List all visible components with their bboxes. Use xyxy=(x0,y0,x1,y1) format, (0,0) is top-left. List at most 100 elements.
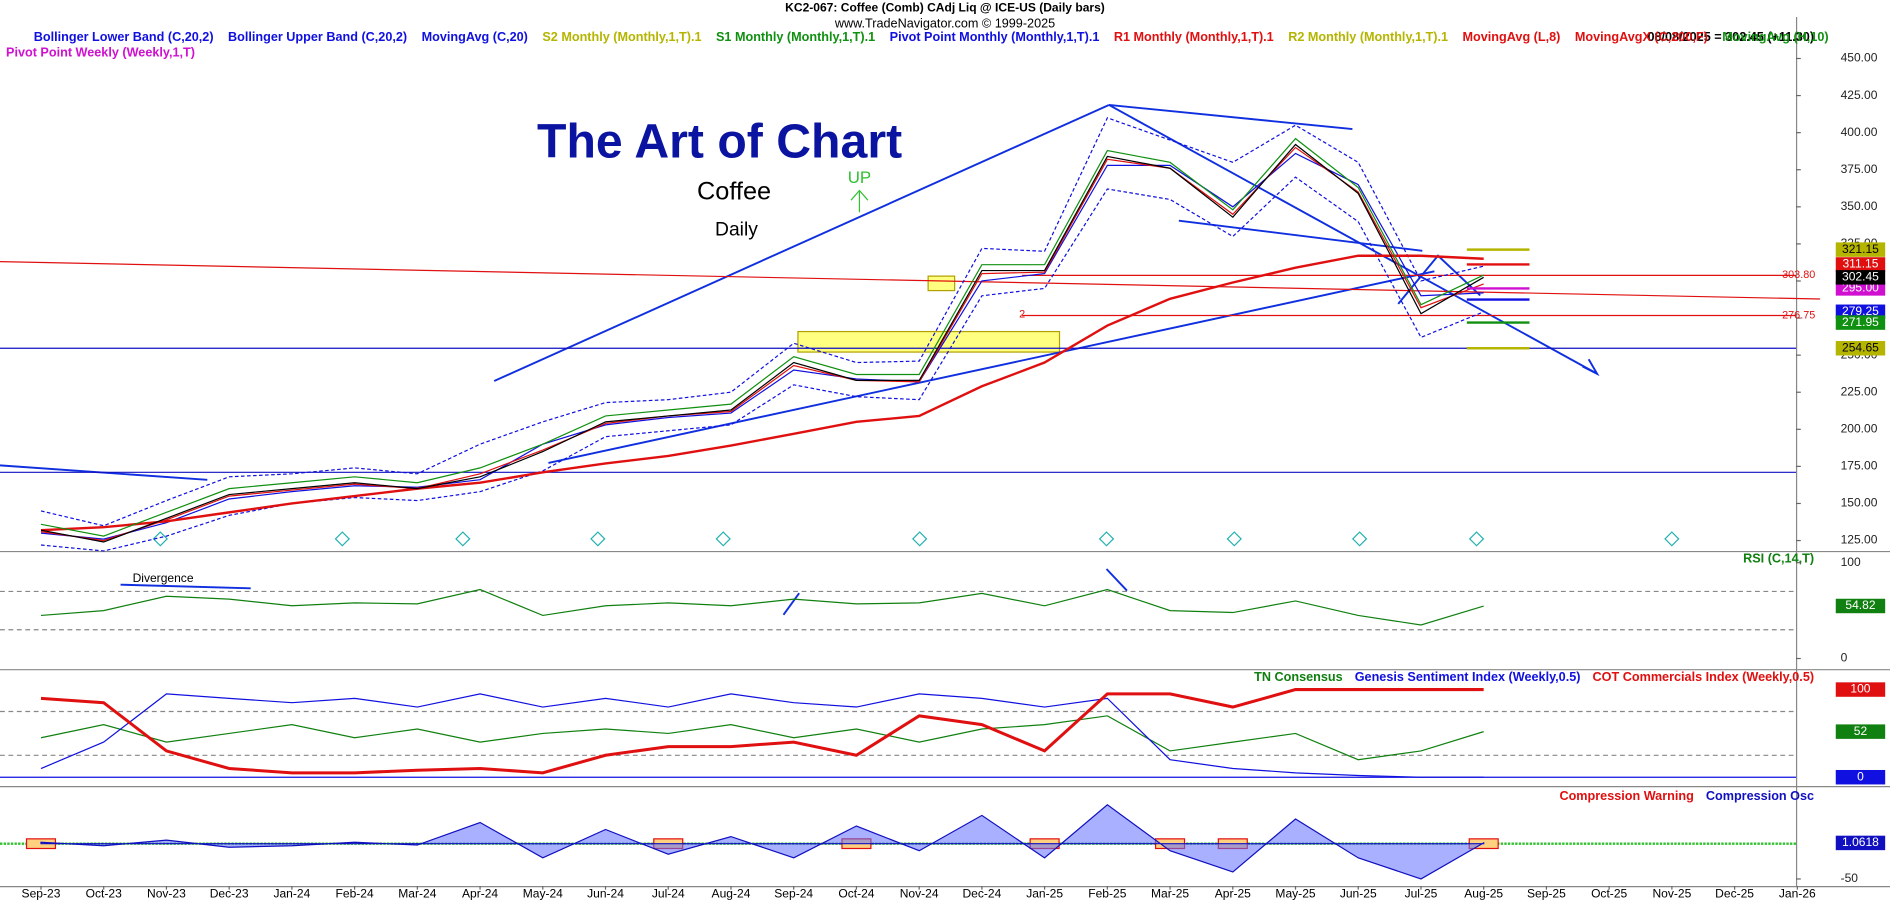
x-tick-label: Dec-23 xyxy=(210,887,249,901)
value-box-label: 254.65 xyxy=(1842,340,1879,354)
legend-entry: Bollinger Lower Band (C,20,2) xyxy=(34,30,214,44)
trendline xyxy=(120,583,251,590)
legend-entry: Pivot Point Monthly (Monthly,1,T).1 xyxy=(890,30,1100,44)
line xyxy=(40,254,1484,532)
x-tick-label: Nov-24 xyxy=(900,887,939,901)
value-box-label: 311.15 xyxy=(1842,257,1878,271)
value-box xyxy=(1835,682,1886,697)
y-tick-label: 375.00 xyxy=(1841,162,1878,176)
event-marker xyxy=(1226,531,1242,547)
value-box xyxy=(1835,270,1886,285)
line xyxy=(40,688,1484,775)
event-marker xyxy=(1098,531,1115,547)
legend-entry: R2 Monthly (Monthly,1,T).1 xyxy=(1288,30,1448,44)
line xyxy=(40,715,1484,761)
y-tick-label: 175.00 xyxy=(1841,459,1878,473)
x-tick-label: Aug-25 xyxy=(1464,887,1503,901)
legend-entry: R1 Monthly (Monthly,1,T).1 xyxy=(1114,30,1274,44)
event-marker xyxy=(590,531,606,547)
legend-entry: MovingAvg (C,20) xyxy=(422,30,528,44)
value-box-label: 302.45 xyxy=(1842,270,1879,284)
legend-entry: Compression Osc xyxy=(1706,789,1814,803)
chart-title: KC2-067: Coffee (Comb) CAdj Liq @ ICE-US… xyxy=(785,1,1105,15)
value-box xyxy=(1835,281,1886,296)
x-tick-label: Aug-24 xyxy=(712,887,751,901)
x-tick-label: Oct-24 xyxy=(838,887,874,901)
y-tick-label: 400.00 xyxy=(1841,125,1878,139)
trendline xyxy=(1108,104,1353,131)
x-tick-label: Nov-25 xyxy=(1652,887,1691,901)
legend-entry: COT Commercials Index (Weekly,0.5) xyxy=(1593,670,1815,684)
trendline xyxy=(782,592,800,616)
y-tick-label: 100 xyxy=(1841,555,1861,569)
x-tick-label: May-25 xyxy=(1275,887,1315,901)
panel-borders xyxy=(0,16,1890,888)
value-box-label: 52 xyxy=(1854,724,1868,738)
x-tick-label: Dec-25 xyxy=(1715,887,1754,901)
value-box xyxy=(1835,257,1886,272)
value-box xyxy=(1835,242,1886,257)
value-box xyxy=(1835,341,1886,356)
y-tick-label: 450.00 xyxy=(1841,51,1878,65)
x-tick-label: Oct-23 xyxy=(86,887,122,901)
legend-entry: TN Consensus xyxy=(1254,670,1343,684)
y-tick-label: 150.00 xyxy=(1841,496,1878,510)
y-tick-label: 125.00 xyxy=(1841,533,1878,547)
trendline xyxy=(0,261,1821,300)
up-arrow xyxy=(850,189,869,213)
value-box-label: 279.25 xyxy=(1842,304,1879,318)
y-tick-label: 425.00 xyxy=(1841,88,1878,102)
arrow-head xyxy=(1582,358,1600,377)
value-box-label: 1.0618 xyxy=(1842,835,1879,849)
y-tick-label: -50 xyxy=(1841,871,1859,885)
x-tick-label: Feb-24 xyxy=(336,887,374,901)
annotation: The Art of Chart xyxy=(537,114,902,168)
line xyxy=(40,693,1484,778)
legend-entry: Bollinger Upper Band (C,20,2) xyxy=(228,30,407,44)
x-tick-label: Jun-25 xyxy=(1340,887,1377,901)
event-marker xyxy=(152,531,168,547)
x-tick-label: Jul-24 xyxy=(652,887,685,901)
x-tick-label: Feb-25 xyxy=(1088,887,1126,901)
legend-entry: Compression Warning xyxy=(1559,789,1693,803)
x-tick-label: Mar-25 xyxy=(1151,887,1189,901)
value-box xyxy=(1835,315,1886,330)
area xyxy=(40,804,1485,880)
line xyxy=(40,588,1484,626)
value-box xyxy=(1835,769,1886,785)
level-label: 303.80 xyxy=(1782,269,1815,281)
x-tick-label: May-24 xyxy=(523,887,563,901)
trendline xyxy=(548,270,1435,464)
last-price-label: 08/08/2025 = 302.45 (+11.30) xyxy=(1647,30,1814,44)
y-tick-label: 225.00 xyxy=(1841,384,1878,398)
x-tick-label: Mar-24 xyxy=(398,887,436,901)
event-markers xyxy=(152,531,1680,547)
value-box-label: 271.95 xyxy=(1842,315,1879,329)
x-tick-label: Dec-24 xyxy=(962,887,1001,901)
x-tick-label: Sep-25 xyxy=(1527,887,1566,901)
panel-title: RSI (C,14,T) xyxy=(1743,552,1814,566)
event-marker xyxy=(912,531,928,547)
line xyxy=(40,143,1484,543)
legend-entry: S1 Monthly (Monthly,1,T).1 xyxy=(716,30,875,44)
chart-subtitle: www.TradeNavigator.com © 1999-2025 xyxy=(834,17,1055,31)
value-box xyxy=(1835,598,1886,614)
value-box xyxy=(1835,724,1886,739)
x-tick-label: Nov-23 xyxy=(147,887,186,901)
trendline xyxy=(1178,219,1423,252)
x-tick-label: Apr-25 xyxy=(1215,887,1251,901)
line xyxy=(40,137,1484,537)
trendline xyxy=(1108,104,1598,375)
line xyxy=(40,146,1484,542)
annotation: UP xyxy=(848,168,871,187)
x-tick-label: Apr-24 xyxy=(462,887,498,901)
legend-entry: MovingAvg (L,8) xyxy=(1463,30,1561,44)
arrow-head xyxy=(850,189,869,201)
x-tick-label: Jan-24 xyxy=(273,887,310,901)
event-marker xyxy=(1468,531,1485,547)
event-marker xyxy=(334,531,350,547)
line xyxy=(40,176,1484,552)
legend-entry: MovingAvgX (C,200,F) xyxy=(1575,30,1708,44)
